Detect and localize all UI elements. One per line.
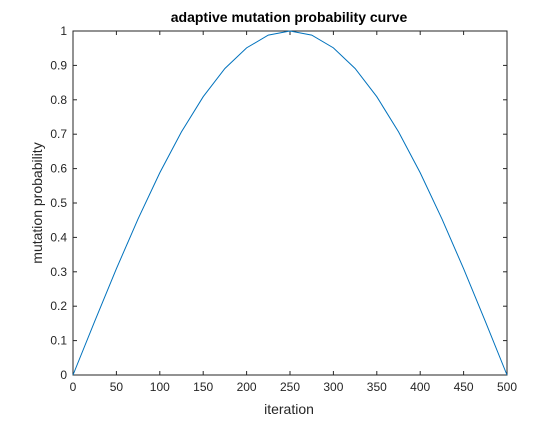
x-tick-label: 400: [410, 380, 430, 394]
y-tick-label: 0.9: [50, 58, 67, 72]
x-tick-label: 150: [193, 380, 213, 394]
y-tick-label: 0.7: [50, 127, 67, 141]
x-tick-label: 500: [497, 380, 517, 394]
x-tick-label: 250: [280, 380, 300, 394]
y-axis-label: mutation probability: [29, 142, 45, 263]
y-tick-label: 0.4: [50, 230, 67, 244]
x-tick-label: 450: [454, 380, 474, 394]
y-tick-label: 0.1: [50, 334, 67, 348]
y-tick-label: 0.3: [50, 265, 67, 279]
y-tick-label: 1: [60, 24, 67, 38]
x-tick-label: 200: [237, 380, 257, 394]
y-tick-label: 0.2: [50, 299, 67, 313]
x-tick-label: 300: [323, 380, 343, 394]
x-tick-label: 50: [110, 380, 124, 394]
y-tick-label: 0.6: [50, 162, 67, 176]
x-tick-label: 0: [70, 380, 77, 394]
x-tick-label: 100: [150, 380, 170, 394]
x-axis-label: iteration: [264, 401, 314, 417]
x-axis: 0 50 100 150 200 250 300 350 400 450 500: [70, 31, 517, 394]
plot-area: [72, 30, 508, 376]
chart-title: adaptive mutation probability curve: [171, 9, 408, 25]
y-axis: 0 0.1 0.2 0.3 0.4 0.5 0.6 0.7 0.8 0.9 1: [50, 24, 507, 382]
x-tick-label: 350: [367, 380, 387, 394]
series-layer: [72, 30, 508, 376]
y-tick-label: 0.8: [50, 93, 67, 107]
y-tick-label: 0.5: [50, 196, 67, 210]
series-line: [72, 30, 508, 376]
y-tick-label: 0: [60, 368, 67, 382]
